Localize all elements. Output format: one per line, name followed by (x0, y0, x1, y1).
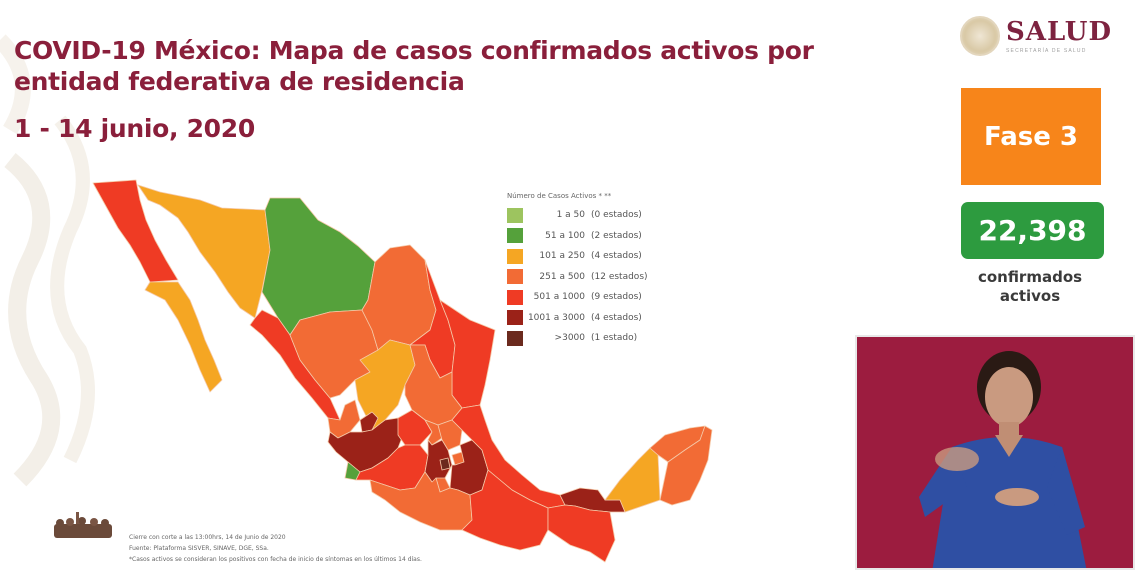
legend-count: (0 estados) (591, 210, 642, 221)
legend-count: (9 estados) (591, 292, 642, 303)
legend-range: 501 a 1000 (533, 292, 585, 303)
footnote-cutoff: Cierre con corte a las 13:00hrs, 14 de J… (129, 534, 286, 541)
footnote-source: Fuente: Plataforma SISVER, SINAVE, DGE, … (129, 545, 269, 552)
state-sonora (137, 184, 271, 319)
active-count-label: confirmados activos (955, 268, 1105, 306)
salud-logo: SALUD SECRETARÍA DE SALUD (960, 16, 1112, 56)
legend-swatch (507, 330, 523, 346)
legend-range: 101 a 250 (539, 251, 585, 262)
legend-swatch (507, 310, 523, 326)
legend-swatch (507, 269, 523, 285)
sign-language-interpreter-video (855, 335, 1135, 570)
logo-subtitle: SECRETARÍA DE SALUD (1006, 48, 1087, 54)
interpreter-figure-icon (919, 351, 1087, 568)
legend-item: 101 a 250 (4 estados) (507, 246, 671, 267)
legend-swatch (507, 228, 523, 244)
legend-swatch (507, 248, 523, 264)
phase-badge: Fase 3 (961, 88, 1101, 185)
active-count-badge: 22,398 (961, 202, 1104, 259)
legend-item: 501 a 1000 (9 estados) (507, 287, 671, 308)
legend-range: 51 a 100 (545, 230, 585, 241)
legend-item: >3000 (1 estado) (507, 328, 671, 349)
legend-item: 51 a 100 (2 estados) (507, 226, 671, 247)
state-quintana-roo (659, 425, 713, 506)
heroes-logo-icon (54, 512, 112, 538)
state-guerrero (369, 471, 473, 531)
page-title: COVID-19 México: Mapa de casos confirmad… (14, 36, 814, 96)
legend-range: >3000 (554, 333, 585, 344)
footnote-definition: *Casos activos se consideran los positiv… (129, 556, 422, 563)
background-pattern (0, 34, 95, 487)
footnotes: Cierre con corte a las 13:00hrs, 14 de J… (129, 532, 422, 565)
state-baja-california-sur (144, 281, 223, 393)
state-estado-de-mexico (424, 439, 453, 483)
state-chiapas (547, 504, 616, 563)
legend-swatch (507, 207, 523, 223)
active-label-line2: activos (999, 287, 1061, 305)
legend-count: (1 estado) (591, 333, 638, 344)
map-legend: Número de Casos Activos * ** 1 a 50 (0 e… (507, 192, 671, 349)
legend-range: 1001 a 3000 (527, 312, 585, 323)
legend-item: 251 a 500 (12 estados) (507, 267, 671, 288)
seal-icon (960, 16, 1000, 56)
mexico-choropleth-map (92, 179, 713, 563)
legend-count: (4 estados) (591, 312, 642, 323)
legend-count: (12 estados) (591, 271, 648, 282)
state-zacatecas (354, 339, 416, 433)
legend-count: (2 estados) (591, 230, 642, 241)
state-aguascalientes (359, 411, 379, 433)
legend-swatch (507, 289, 523, 305)
state-baja-california (92, 179, 179, 283)
legend-title: Número de Casos Activos * ** (507, 192, 612, 200)
logo-name: SALUD (1006, 17, 1113, 47)
legend-item: 1 a 50 (0 estados) (507, 205, 671, 226)
date-range: 1 - 14 junio, 2020 (14, 114, 255, 143)
state-guanajuato (397, 409, 433, 446)
legend-range: 1 a 50 (556, 210, 585, 221)
legend-item: 1001 a 3000 (4 estados) (507, 308, 671, 329)
active-label-line1: confirmados (977, 268, 1083, 286)
state-cdmx (439, 457, 451, 471)
legend-count: (4 estados) (591, 251, 642, 262)
legend-range: 251 a 500 (539, 271, 585, 282)
